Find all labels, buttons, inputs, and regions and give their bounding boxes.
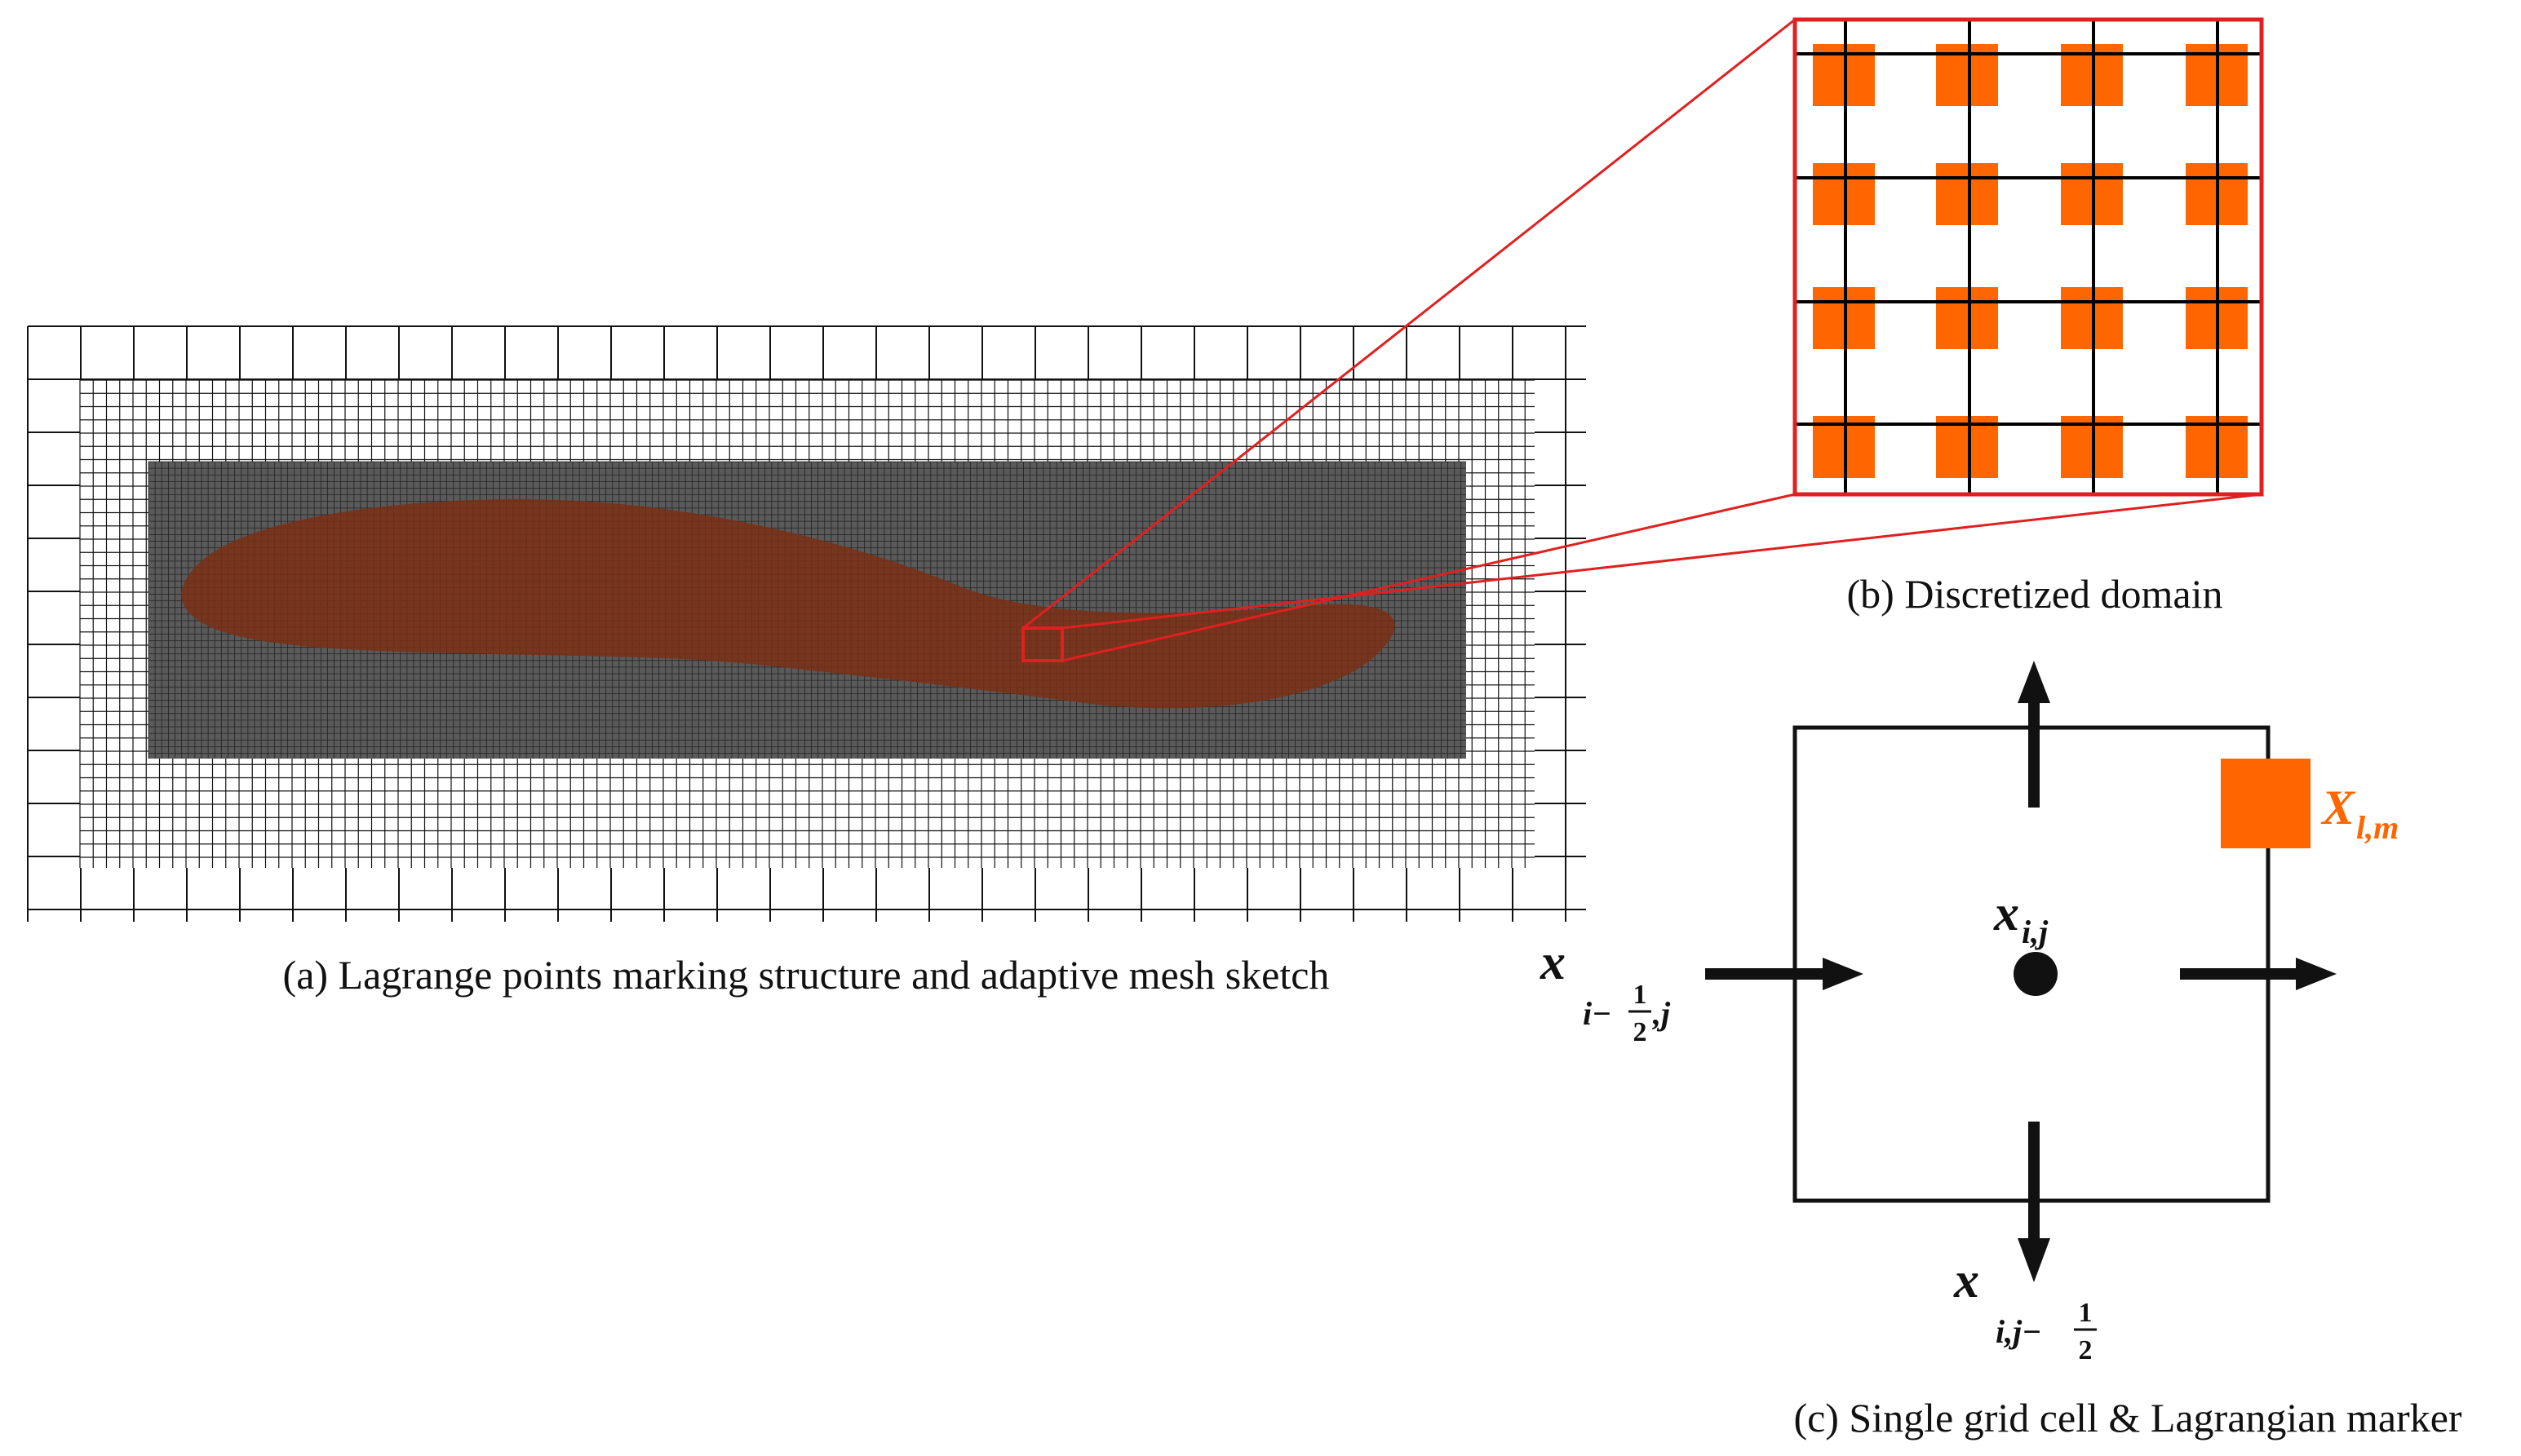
svg-text:1: 1: [2079, 1298, 2093, 1328]
lagrangian-marker: [2221, 759, 2311, 848]
svg-text:,j: ,j: [1652, 995, 1671, 1032]
svg-text:i−: i−: [1583, 995, 1611, 1032]
panel-a-adaptive-mesh: (a) Lagrange points marking structure an…: [27, 325, 1586, 998]
svg-text:1: 1: [1633, 980, 1647, 1010]
flux-arrow-west: [1705, 958, 1863, 990]
cell-center-label: x i,j: [1993, 886, 2049, 950]
lagrangian-marker-square: [1936, 163, 1998, 225]
marker-label: X l,m: [2320, 781, 2399, 846]
svg-text:i,j−: i,j−: [1996, 1313, 2041, 1350]
lagrangian-marker-grid: [1795, 20, 2262, 494]
caption-c: (c) Single grid cell & Lagrangian marker: [1793, 1395, 2461, 1441]
svg-text:x: x: [1993, 886, 2019, 941]
flux-arrow-south: [2018, 1122, 2050, 1282]
zoom-connector-lines: [1022, 18, 2262, 662]
immersed-structure: [181, 498, 1395, 709]
svg-text:x: x: [1953, 1253, 1979, 1308]
caption-b: (b) Discretized domain: [1847, 571, 2223, 617]
flux-arrow-east: [2180, 958, 2337, 990]
cell-center-point: [2014, 952, 2058, 996]
lagrangian-marker-square: [1936, 287, 1998, 349]
zoom-line-top: [1022, 18, 1796, 630]
discretized-domain-border: [1792, 17, 2264, 497]
zoom-source-box: [1021, 626, 1064, 662]
svg-text:2: 2: [1633, 1017, 1647, 1047]
flux-arrow-north: [2018, 661, 2050, 808]
svg-text:i,j: i,j: [2022, 914, 2049, 950]
svg-text:2: 2: [2079, 1335, 2093, 1365]
panel-c-single-grid-cell: x i,j x i− 1 2 ,j x i,j− 1 2 X l,m (c) S…: [1540, 661, 2462, 1441]
south-face-label: x i,j− 1 2: [1953, 1253, 2097, 1365]
caption-a: (a) Lagrange points marking structure an…: [283, 952, 1330, 998]
lagrangian-marker-square: [1936, 416, 1998, 478]
svg-text:l,m: l,m: [2356, 809, 2399, 846]
svg-text:x: x: [1540, 935, 1566, 990]
west-face-label: x i− 1 2 ,j: [1540, 935, 1671, 1047]
zoom-line-right: [1061, 493, 2262, 630]
svg-text:X: X: [2320, 781, 2356, 834]
zoom-line-bottom: [1061, 493, 1796, 662]
panel-b-discretized-domain: (b) Discretized domain: [1792, 17, 2264, 617]
